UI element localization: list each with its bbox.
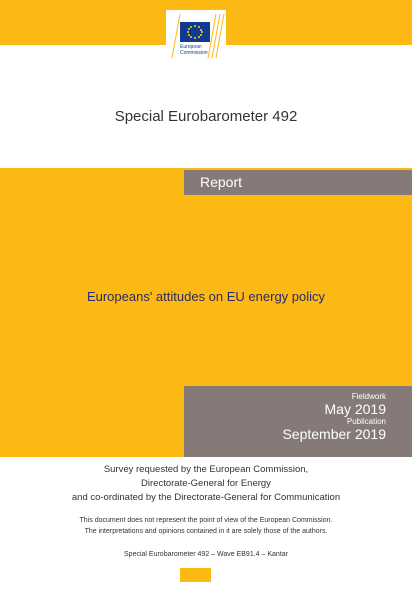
footer-block [180,568,211,582]
dates-box: Fieldwork May 2019 Publication September… [184,386,412,457]
request-line: Survey requested by the European Commiss… [103,464,309,475]
logo-text: European [180,44,202,50]
logo-text: Commission [180,50,208,56]
logo-lines [171,13,225,59]
fieldwork-date: May 2019 [324,401,386,417]
disclaimer-line: This document does not represent the poi… [79,517,333,524]
fieldwork-label: Fieldwork [351,392,386,401]
eu-flag [180,22,210,42]
request-line: and co-ordinated by the Directorate-Gene… [71,492,341,503]
report-label: Report [184,170,412,195]
request-line: Directorate-General for Energy [141,478,271,489]
request-text: Survey requested by the European Commiss… [0,463,412,505]
logo-graphic: European Commission [171,13,225,59]
reference: Special Eurobarometer 492 – Wave EB91.4 … [124,551,288,558]
document-title: Special Eurobarometer 492 [114,108,298,125]
report-title: Europeans' attitudes on EU energy policy [86,289,326,304]
disclaimer: This document does not represent the poi… [0,515,412,537]
publication-date: September 2019 [282,426,386,442]
disclaimer-line: The interpretations and opinions contain… [84,528,328,535]
publication-label: Publication [346,417,386,426]
flag-stars [187,25,203,39]
logo: European Commission [166,10,226,60]
